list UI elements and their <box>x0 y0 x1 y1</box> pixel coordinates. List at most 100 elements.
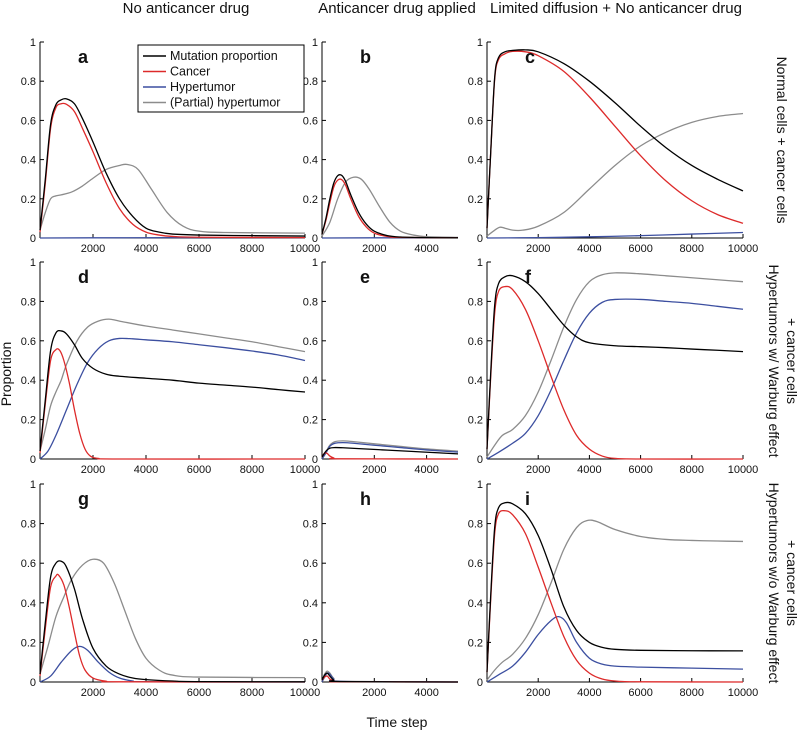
series-line-partial-hypertumor <box>39 163 306 234</box>
panel-label: a <box>78 47 89 67</box>
x-tick-label: 4000 <box>577 243 601 255</box>
x-tick-label: 6000 <box>628 687 652 699</box>
series-line-hypertumor <box>486 615 744 683</box>
x-tick-label: 2000 <box>81 687 105 699</box>
x-axis-title: Time step <box>367 714 428 730</box>
y-tick-label: 0.2 <box>21 194 36 206</box>
column-title-2: Anticancer drug applied <box>318 0 476 17</box>
x-tick-label: 2000 <box>81 464 105 476</box>
panel-i: 0 0.2 0.4 0.6 0.8 1 2000 4000 6000 8000 10000 i <box>468 479 759 699</box>
series-line-mutation-proportion <box>486 274 744 450</box>
panel-label: h <box>360 489 371 509</box>
row-titles: Normal cells + cancer cells Hypertumors w… <box>766 57 800 684</box>
panel-label: d <box>78 267 89 287</box>
panel-a: 0 0.2 0.4 0.6 0.8 1 2000 4000 6000 8000 10000 a <box>21 37 321 255</box>
series-line-cancer <box>321 452 459 460</box>
series-line-partial-hypertumor <box>321 670 459 683</box>
row-title-3: + cancer cells <box>784 540 800 626</box>
series-line-partial-hypertumor <box>486 112 744 237</box>
y-tick-label: 1 <box>30 37 36 49</box>
y-tick-label: 0.8 <box>468 296 483 308</box>
x-tick-label: 10000 <box>290 243 321 255</box>
y-tick-label: 0.6 <box>21 336 36 348</box>
series-line-partial-hypertumor <box>39 318 306 452</box>
y-tick-label: 0.4 <box>21 155 36 167</box>
y-tick-label: 0.4 <box>303 598 318 610</box>
x-tick-label: 10000 <box>728 243 759 255</box>
y-tick-label: 0 <box>312 454 318 466</box>
series-line-mutation-proportion <box>39 560 306 683</box>
y-tick-label: 0.4 <box>303 375 318 387</box>
y-tick-label: 0 <box>30 677 36 689</box>
x-tick-label: 4000 <box>414 243 438 255</box>
y-tick-label: 0.4 <box>303 155 318 167</box>
panel-c: 0 0.2 0.4 0.6 0.8 1 2000 4000 6000 8000 10000 c <box>468 37 759 255</box>
y-tick-label: 1 <box>477 257 483 269</box>
y-tick-label: 0 <box>477 454 483 466</box>
column-title-1: No anticancer drug <box>123 0 250 17</box>
x-tick-label: 8000 <box>680 687 704 699</box>
y-tick-label: 0.6 <box>468 558 483 570</box>
y-tick-label: 0.2 <box>468 415 483 427</box>
y-tick-label: 0.2 <box>468 194 483 206</box>
y-tick-label: 0 <box>477 233 483 245</box>
x-tick-label: 8000 <box>240 243 264 255</box>
y-tick-label: 1 <box>30 479 36 491</box>
y-tick-label: 0 <box>312 677 318 689</box>
y-tick-label: 0.6 <box>303 115 318 127</box>
y-tick-label: 0 <box>477 677 483 689</box>
panel-h: 0 0.2 0.4 0.6 0.8 1 2000 4000 h <box>303 479 459 699</box>
series-line-partial-hypertumor <box>321 176 459 239</box>
x-tick-label: 8000 <box>240 464 264 476</box>
y-tick-label: 0.8 <box>468 76 483 88</box>
x-tick-label: 4000 <box>577 687 601 699</box>
series-line-hypertumor <box>39 337 306 460</box>
y-tick-label: 0.6 <box>468 336 483 348</box>
y-tick-label: 0.4 <box>468 598 483 610</box>
series-line-mutation-proportion <box>486 501 744 673</box>
series-line-hypertumor <box>486 231 744 239</box>
y-tick-label: 1 <box>30 257 36 269</box>
row-title-3: Hypertumors w/o Warburg effect <box>766 483 782 684</box>
y-tick-label: 0.2 <box>303 415 318 427</box>
y-tick-label: 0.6 <box>21 558 36 570</box>
series-line-partial-hypertumor <box>486 519 744 681</box>
panel-label: f <box>525 267 532 287</box>
x-tick-label: 2000 <box>526 243 550 255</box>
y-tick-label: 1 <box>312 257 318 269</box>
column-title-3: Limited diffusion + No anticancer drug <box>490 0 742 17</box>
y-axis-title: Proportion <box>0 342 14 407</box>
panel-b: 0 0.2 0.4 0.6 0.8 1 2000 4000 b <box>303 37 459 255</box>
series-line-cancer <box>39 348 306 460</box>
x-tick-label: 2000 <box>362 687 386 699</box>
series-line-mutation-proportion <box>321 446 459 458</box>
row-title-2: + cancer cells <box>784 318 800 404</box>
y-tick-label: 1 <box>477 479 483 491</box>
series-line-cancer <box>486 50 744 229</box>
series-line-hypertumor <box>39 645 306 683</box>
x-tick-label: 2000 <box>362 243 386 255</box>
series-line-cancer <box>486 509 744 683</box>
y-tick-label: 0.6 <box>21 115 36 127</box>
legend-item-label: Mutation proportion <box>170 49 278 63</box>
series-line-cancer <box>39 102 306 239</box>
panel-f: 0 0.2 0.4 0.6 0.8 1 2000 4000 6000 8000 10000 f <box>468 257 759 476</box>
panel-label: b <box>360 47 371 67</box>
series-line-mutation-proportion <box>39 329 306 452</box>
series-line-mutation-proportion <box>321 672 459 683</box>
panel-label: i <box>525 489 530 509</box>
y-tick-label: 0.4 <box>21 598 36 610</box>
x-tick-label: 2000 <box>526 687 550 699</box>
y-tick-label: 0.8 <box>21 296 36 308</box>
x-tick-label: 4000 <box>134 243 158 255</box>
panel-g: 0 0.2 0.4 0.6 0.8 1 2000 4000 6000 8000 10000 g <box>21 479 321 699</box>
y-tick-label: 0.4 <box>468 155 483 167</box>
y-tick-label: 1 <box>477 37 483 49</box>
y-tick-label: 1 <box>312 37 318 49</box>
series-line-cancer <box>321 178 459 239</box>
x-tick-label: 8000 <box>680 243 704 255</box>
series-line-hypertumor <box>486 298 744 460</box>
x-tick-label: 6000 <box>187 464 211 476</box>
